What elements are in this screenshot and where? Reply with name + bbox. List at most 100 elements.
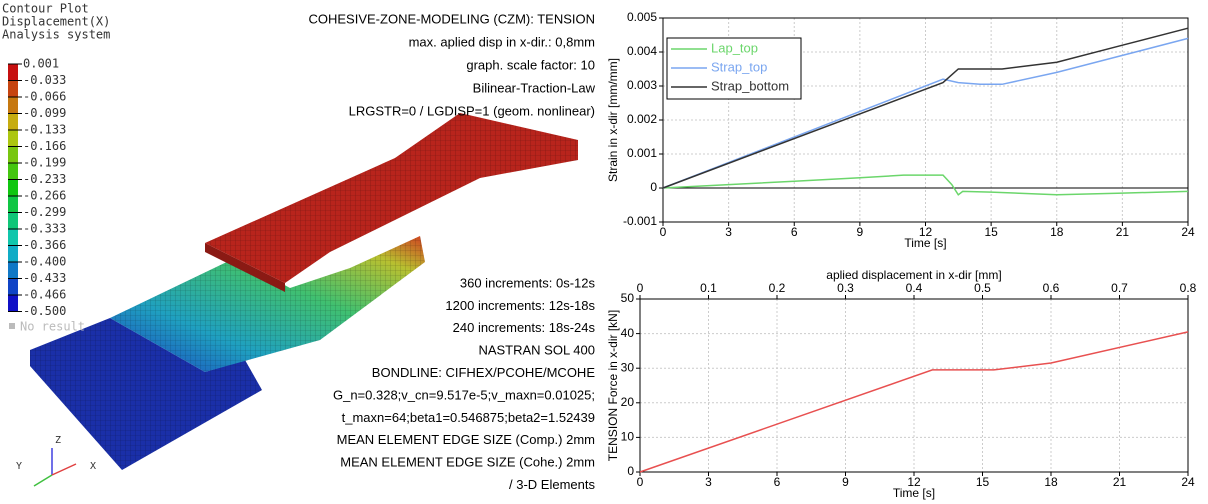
- color-band: [8, 81, 18, 98]
- x2-tick-label: 0.5: [974, 281, 991, 295]
- x2-tick-label: 0.1: [700, 281, 717, 295]
- x2-axis-label: aplied displacement in x-dir [mm]: [826, 268, 1001, 282]
- color-band: [8, 147, 18, 164]
- color-band: [8, 229, 18, 246]
- level-label: -0.433: [23, 271, 66, 285]
- x2-tick-label: 0.7: [1111, 281, 1128, 295]
- annotation: Bilinear-Traction-Law: [473, 80, 596, 95]
- x2-tick-label: 0.4: [906, 281, 923, 295]
- x2-tick-label: 0.8: [1180, 281, 1197, 295]
- legend-title: Analysis system: [2, 28, 110, 42]
- level-label: -0.500: [23, 304, 66, 318]
- color-band: [8, 180, 18, 197]
- x-tick-label: 6: [791, 225, 798, 239]
- y-tick-label: 0.002: [627, 112, 657, 126]
- annotation: G_n=0.328;v_cn=9.517e-5;v_maxn=0.01025;: [333, 387, 595, 402]
- no-result: No result: [20, 320, 85, 334]
- y-tick-label: 20: [621, 395, 635, 409]
- color-band: [8, 64, 18, 81]
- level-label: -0.099: [23, 106, 66, 120]
- x-tick-label: 21: [1113, 475, 1127, 489]
- y-axis-label: Strain in x-dir [mm/mm]: [606, 58, 620, 182]
- level-label: -0.466: [23, 288, 66, 302]
- triad-x: X: [90, 461, 96, 472]
- x-tick-label: 15: [976, 475, 990, 489]
- y-tick-label: 40: [621, 326, 635, 340]
- level-label: -0.400: [23, 255, 66, 269]
- y-tick-label: 10: [621, 430, 635, 444]
- annotation: NASTRAN SOL 400: [478, 343, 595, 358]
- annotation: 240 increments: 18s-24s: [453, 320, 596, 335]
- y-tick-label: 0.003: [627, 78, 657, 92]
- x2-tick-label: 0.3: [837, 281, 854, 295]
- x-tick-label: 3: [705, 475, 712, 489]
- y-axis-label: TENSION Force in x-dir [kN]: [606, 310, 620, 461]
- y-tick-label: 0.004: [627, 44, 657, 58]
- level-label: -0.266: [23, 189, 66, 203]
- axis-triad: [34, 448, 76, 486]
- triad-y: Y: [16, 461, 22, 472]
- x-tick-label: 18: [1050, 225, 1064, 239]
- legend-label: Strap_bottom: [711, 78, 789, 93]
- y-tick-label: 30: [621, 360, 635, 374]
- y-tick-label: 0: [627, 464, 634, 478]
- level-label: -0.366: [23, 238, 66, 252]
- legend-label: Lap_top: [711, 40, 758, 55]
- x-tick-label: 18: [1044, 475, 1058, 489]
- annotation: BONDLINE: CIFHEX/PCOHE/MCOHE: [372, 365, 596, 380]
- y-tick-label: 0.005: [627, 10, 657, 24]
- x-tick-label: 0: [637, 475, 644, 489]
- annotation: LRGSTR=0 / LGDISP=1 (geom. nonlinear): [349, 103, 595, 118]
- level-label: -0.199: [23, 156, 66, 170]
- x2-tick-label: 0.2: [769, 281, 786, 295]
- level-label: 0.001: [23, 57, 59, 71]
- y-tick-label: -0.001: [623, 214, 657, 228]
- y-tick-label: 0.001: [627, 146, 657, 160]
- x-tick-label: 6: [774, 475, 781, 489]
- legend-title: Contour Plot: [2, 2, 89, 16]
- x-axis-label: Time [s]: [904, 236, 946, 250]
- x-tick-label: 21: [1116, 225, 1130, 239]
- annotation: 1200 increments: 12s-18s: [445, 298, 595, 313]
- color-band: [8, 97, 18, 114]
- y-tick-label: 50: [621, 291, 635, 305]
- level-label: -0.166: [23, 139, 66, 153]
- annotation: MEAN ELEMENT EDGE SIZE (Cohe.) 2mm: [340, 455, 595, 470]
- level-label: -0.333: [23, 222, 66, 236]
- level-label: -0.299: [23, 205, 66, 219]
- x-tick-label: 24: [1181, 225, 1195, 239]
- x-axis-label: Time [s]: [893, 486, 935, 500]
- x-tick-label: 24: [1181, 475, 1195, 489]
- color-band: [8, 295, 18, 312]
- x-tick-label: 9: [842, 475, 849, 489]
- color-band: [8, 279, 18, 296]
- x-tick-label: 15: [984, 225, 998, 239]
- annotation: COHESIVE-ZONE-MODELING (CZM): TENSION: [309, 11, 596, 26]
- level-label: -0.066: [23, 90, 66, 104]
- x2-tick-label: 0: [637, 281, 644, 295]
- color-band: [8, 130, 18, 147]
- color-band: [8, 262, 18, 279]
- x-tick-label: 0: [660, 225, 667, 239]
- color-band: [8, 213, 18, 230]
- y-tick-label: 0: [650, 180, 657, 194]
- annotation: graph. scale factor: 10: [466, 57, 595, 72]
- annotation: 360 increments: 0s-12s: [460, 275, 596, 290]
- color-band: [8, 196, 18, 213]
- x2-tick-label: 0.6: [1043, 281, 1060, 295]
- annotation: t_maxn=64;beta1=0.546875;beta2=1.52439: [342, 410, 595, 425]
- color-band: [8, 163, 18, 180]
- annotation: MEAN ELEMENT EDGE SIZE (Comp.) 2mm: [337, 432, 595, 447]
- triad-z: Z: [55, 435, 61, 446]
- color-band: [8, 114, 18, 131]
- x-tick-label: 9: [857, 225, 864, 239]
- annotation: max. aplied disp in x-dir.: 0,8mm: [409, 34, 595, 49]
- legend-title: Displacement(X): [2, 15, 110, 29]
- level-label: -0.033: [23, 73, 66, 87]
- level-label: -0.233: [23, 172, 66, 186]
- legend-label: Strap_top: [711, 59, 767, 74]
- no-result-swatch: [9, 323, 15, 329]
- color-band: [8, 246, 18, 263]
- screenshot: Contour PlotDisplacement(X)Analysis syst…: [0, 0, 1208, 504]
- level-label: -0.133: [23, 123, 66, 137]
